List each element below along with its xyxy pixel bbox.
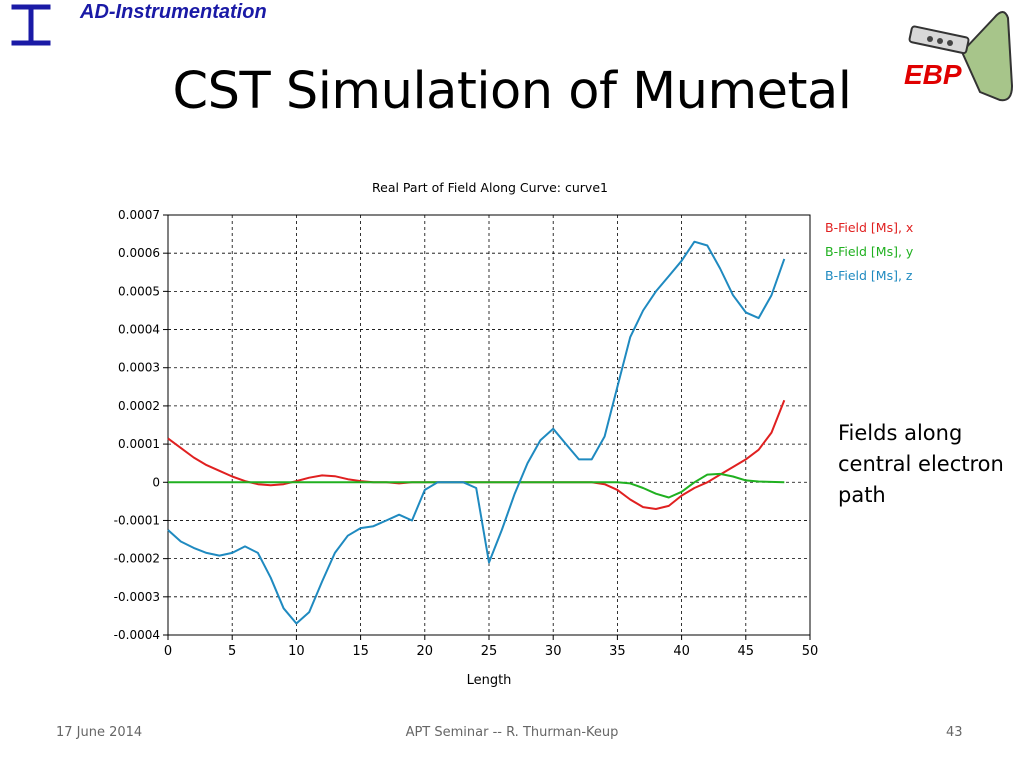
y-tick-label: -0.0004 [114,628,160,642]
y-tick-label: -0.0002 [114,552,160,566]
fermilab-logo-icon [11,4,51,46]
y-tick-label: 0.0003 [118,361,160,375]
x-tick-label: 20 [417,644,434,659]
page-title: CST Simulation of Mumetal [172,62,852,121]
series-line-1 [168,472,785,499]
page-number: 43 [946,725,963,740]
x-tick-label: 30 [545,644,562,659]
y-tick-label: 0.0002 [118,399,160,413]
x-axis-label: Length [467,673,512,688]
y-tick-label: -0.0001 [114,513,160,527]
x-tick-label: 45 [738,644,755,659]
side-note-line: path [838,483,886,507]
x-tick-label: 35 [609,644,626,659]
series-group [167,240,786,625]
field-chart: Real Part of Field Along Curve: curve1 0… [114,180,914,688]
x-tick-label: 10 [288,644,305,659]
y-tick-label: -0.0003 [114,590,160,604]
y-tick-label: 0.0001 [118,437,160,451]
x-axis: 0 5 10 15 20 25 30 35 40 45 50 [164,635,818,659]
x-tick-label: 0 [164,644,172,659]
chart-title: Real Part of Field Along Curve: curve1 [372,180,608,195]
x-tick-label: 50 [802,644,819,659]
y-tick-label: 0.0005 [118,284,160,298]
side-note-line: Fields along [838,421,963,445]
y-tick-label: 0.0007 [118,208,160,222]
y-tick-label: 0 [152,475,160,489]
side-note-line: central electron [838,452,1004,476]
x-tick-label: 25 [481,644,498,659]
series-line-2 [167,240,786,625]
legend-entry: B-Field [Ms], z [825,268,913,283]
y-tick-label: 0.0006 [118,246,160,260]
y-axis: 0.0007 0.0006 0.0005 0.0004 0.0003 0.0002 0.00… [114,208,168,642]
side-note: Fields along central electron path [838,418,1018,511]
footer-date: 17 June 2014 [56,725,143,740]
x-tick-label: 5 [228,644,236,659]
x-tick-label: 15 [352,644,369,659]
x-tick-label: 40 [673,644,690,659]
ebp-logo-text: EBP [904,59,962,90]
department-label: AD-Instrumentation [80,1,267,23]
legend: B-Field [Ms], x B-Field [Ms], y B-Field [M… [825,220,914,283]
ebp-logo-icon: EBP [904,11,1014,102]
footer-center: APT Seminar -- R. Thurman-Keup [405,725,619,740]
legend-entry: B-Field [Ms], y [825,244,914,259]
legend-entry: B-Field [Ms], x [825,220,913,235]
grid [168,215,810,635]
y-tick-label: 0.0004 [118,323,160,337]
